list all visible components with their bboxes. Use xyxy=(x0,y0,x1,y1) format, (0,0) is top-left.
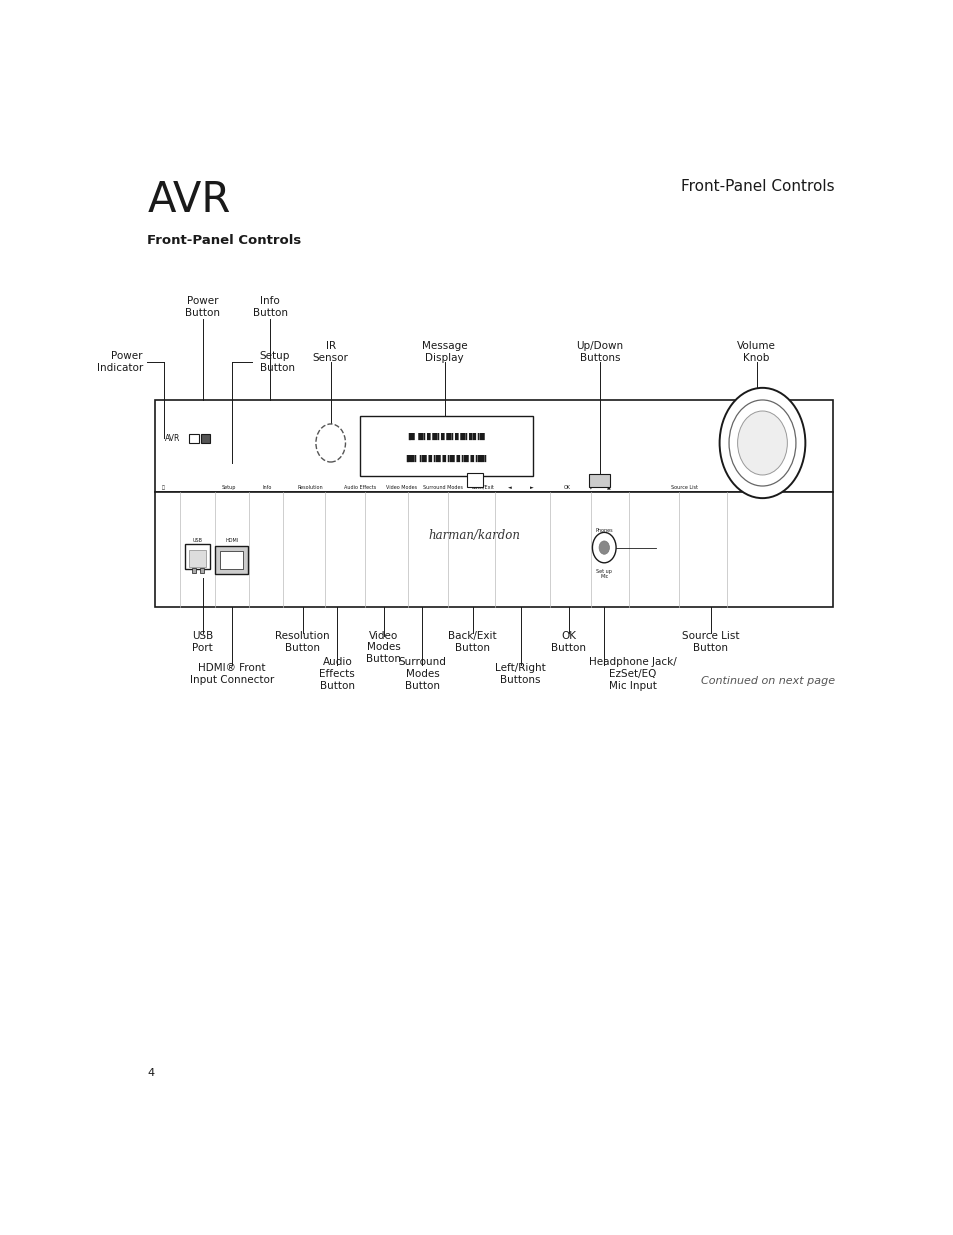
Text: AVR: AVR xyxy=(147,179,231,221)
Text: Audio Effects: Audio Effects xyxy=(344,484,376,489)
Text: Message
Display: Message Display xyxy=(421,341,467,363)
Circle shape xyxy=(598,541,609,555)
Text: 4: 4 xyxy=(147,1068,154,1078)
Text: Info: Info xyxy=(262,484,272,489)
Text: Back/Exit
Button: Back/Exit Button xyxy=(448,631,497,652)
Bar xyxy=(199,568,204,573)
Text: ▲: ▲ xyxy=(606,484,610,489)
Text: Audio
Effects
Button: Audio Effects Button xyxy=(319,657,355,690)
Text: Power
Button: Power Button xyxy=(185,296,220,317)
Text: Resolution: Resolution xyxy=(297,484,322,489)
Text: Phones: Phones xyxy=(595,529,613,534)
Text: Info
Button: Info Button xyxy=(253,296,287,317)
Bar xyxy=(154,493,832,606)
Circle shape xyxy=(737,411,786,475)
Text: Setup: Setup xyxy=(221,484,235,489)
Bar xyxy=(466,473,482,487)
Bar xyxy=(190,435,199,443)
Text: AVR: AVR xyxy=(165,433,180,442)
Bar xyxy=(185,543,210,569)
Text: Video
Modes
Button: Video Modes Button xyxy=(366,631,401,664)
Text: Source List
Button: Source List Button xyxy=(681,631,739,652)
Circle shape xyxy=(315,424,345,462)
Text: Setup
Button: Setup Button xyxy=(259,352,294,373)
Bar xyxy=(200,435,210,443)
Text: ▐█▌▐█▌█▐█▌█▐█▌█▐█▌██▐█▌: ▐█▌▐█▌█▐█▌█▐█▌█▐█▌██▐█▌ xyxy=(406,432,486,440)
Text: Front-Panel Controls: Front-Panel Controls xyxy=(147,233,301,247)
Bar xyxy=(219,551,243,568)
Bar xyxy=(215,546,248,574)
Text: ◄: ◄ xyxy=(507,484,511,489)
Text: OK: OK xyxy=(563,484,570,489)
Circle shape xyxy=(592,532,616,563)
Text: ►: ► xyxy=(529,484,533,489)
Bar xyxy=(154,400,832,493)
Circle shape xyxy=(719,388,804,498)
Text: Set up
Mic: Set up Mic xyxy=(596,568,612,579)
Text: IR
Sensor: IR Sensor xyxy=(313,341,348,363)
Text: Video Modes: Video Modes xyxy=(386,484,416,489)
Bar xyxy=(359,416,533,477)
Text: OK
Button: OK Button xyxy=(551,631,586,652)
Text: Surround
Modes
Button: Surround Modes Button xyxy=(398,657,446,690)
Text: HDMI: HDMI xyxy=(225,538,238,543)
Bar xyxy=(192,568,196,573)
Text: Source List: Source List xyxy=(670,484,697,489)
Text: ▼: ▼ xyxy=(588,484,592,489)
Text: HDMI® Front
Input Connector: HDMI® Front Input Connector xyxy=(190,663,274,685)
Bar xyxy=(190,550,206,567)
Text: Left/Right
Buttons: Left/Right Buttons xyxy=(495,663,545,685)
Circle shape xyxy=(728,400,795,487)
Bar xyxy=(589,474,610,487)
Text: Resolution
Button: Resolution Button xyxy=(275,631,330,652)
Text: USB
Port: USB Port xyxy=(192,631,213,652)
Text: ▐██▌▐█▌█▐█▌█▐█▌█▐█▌█▐██▌: ▐██▌▐█▌█▐█▌█▐█▌█▐█▌█▐██▌ xyxy=(404,454,488,462)
Text: USB: USB xyxy=(193,538,202,543)
Text: Volume
Knob: Volume Knob xyxy=(737,341,775,363)
Text: Headphone Jack/
EzSet/EQ
Mic Input: Headphone Jack/ EzSet/EQ Mic Input xyxy=(589,657,677,690)
Text: Surround Modes: Surround Modes xyxy=(422,484,462,489)
Text: ⏻: ⏻ xyxy=(162,484,165,489)
Text: Front-Panel Controls: Front-Panel Controls xyxy=(680,179,834,194)
Text: Continued on next page: Continued on next page xyxy=(700,676,834,685)
Text: harman/kardon: harman/kardon xyxy=(428,529,519,542)
Text: Power
Indicator: Power Indicator xyxy=(96,352,143,373)
Text: Up/Down
Buttons: Up/Down Buttons xyxy=(576,341,622,363)
Text: Back/Exit: Back/Exit xyxy=(471,484,494,489)
